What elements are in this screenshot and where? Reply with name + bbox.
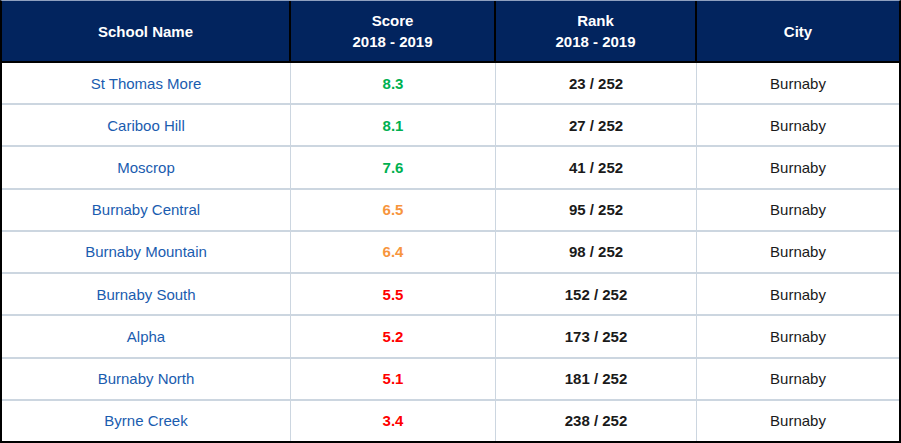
table-row: Burnaby South 5.5 152 / 252 Burnaby [2, 274, 899, 316]
header-rank: Rank 2018 - 2019 [496, 1, 697, 61]
header-school-name: School Name [2, 1, 291, 61]
table-row: Alpha 5.2 173 / 252 Burnaby [2, 316, 899, 358]
score-cell: 8.3 [291, 63, 496, 103]
school-name-link[interactable]: Alpha [2, 316, 291, 356]
school-name-link[interactable]: Byrne Creek [2, 401, 291, 441]
school-name-link[interactable]: Burnaby South [2, 274, 291, 314]
rank-cell: 41 / 252 [496, 147, 697, 187]
rank-cell: 181 / 252 [496, 359, 697, 399]
score-cell: 6.4 [291, 232, 496, 272]
rank-cell: 152 / 252 [496, 274, 697, 314]
score-cell: 3.4 [291, 401, 496, 441]
score-cell: 5.2 [291, 316, 496, 356]
school-name-link[interactable]: Cariboo Hill [2, 105, 291, 145]
school-name-link[interactable]: St Thomas More [2, 63, 291, 103]
rank-cell: 238 / 252 [496, 401, 697, 441]
score-cell: 5.5 [291, 274, 496, 314]
school-name-link[interactable]: Burnaby North [2, 359, 291, 399]
table-row: Byrne Creek 3.4 238 / 252 Burnaby [2, 401, 899, 441]
table-row: Burnaby Mountain 6.4 98 / 252 Burnaby [2, 232, 899, 274]
city-cell: Burnaby [697, 63, 899, 103]
rank-cell: 95 / 252 [496, 190, 697, 230]
city-cell: Burnaby [697, 359, 899, 399]
table-row: Cariboo Hill 8.1 27 / 252 Burnaby [2, 105, 899, 147]
rank-cell: 173 / 252 [496, 316, 697, 356]
city-cell: Burnaby [697, 401, 899, 441]
header-rank-label: Rank [577, 10, 614, 31]
city-cell: Burnaby [697, 232, 899, 272]
city-cell: Burnaby [697, 147, 899, 187]
header-city-label: City [784, 21, 812, 42]
school-rankings-table: School Name Score 2018 - 2019 Rank 2018 … [0, 0, 901, 443]
header-score: Score 2018 - 2019 [291, 1, 496, 61]
score-cell: 7.6 [291, 147, 496, 187]
header-school-name-label: School Name [98, 21, 193, 42]
table-row: St Thomas More 8.3 23 / 252 Burnaby [2, 63, 899, 105]
table-header-row: School Name Score 2018 - 2019 Rank 2018 … [2, 1, 899, 63]
header-rank-years: 2018 - 2019 [555, 31, 635, 52]
header-city: City [697, 1, 899, 61]
table-row: Burnaby Central 6.5 95 / 252 Burnaby [2, 190, 899, 232]
city-cell: Burnaby [697, 274, 899, 314]
city-cell: Burnaby [697, 105, 899, 145]
rank-cell: 27 / 252 [496, 105, 697, 145]
table-row: Moscrop 7.6 41 / 252 Burnaby [2, 147, 899, 189]
header-score-label: Score [372, 10, 414, 31]
school-name-link[interactable]: Burnaby Mountain [2, 232, 291, 272]
school-name-link[interactable]: Moscrop [2, 147, 291, 187]
school-name-link[interactable]: Burnaby Central [2, 190, 291, 230]
rank-cell: 98 / 252 [496, 232, 697, 272]
rank-cell: 23 / 252 [496, 63, 697, 103]
header-score-years: 2018 - 2019 [352, 31, 432, 52]
city-cell: Burnaby [697, 190, 899, 230]
score-cell: 6.5 [291, 190, 496, 230]
score-cell: 5.1 [291, 359, 496, 399]
table-row: Burnaby North 5.1 181 / 252 Burnaby [2, 359, 899, 401]
city-cell: Burnaby [697, 316, 899, 356]
score-cell: 8.1 [291, 105, 496, 145]
